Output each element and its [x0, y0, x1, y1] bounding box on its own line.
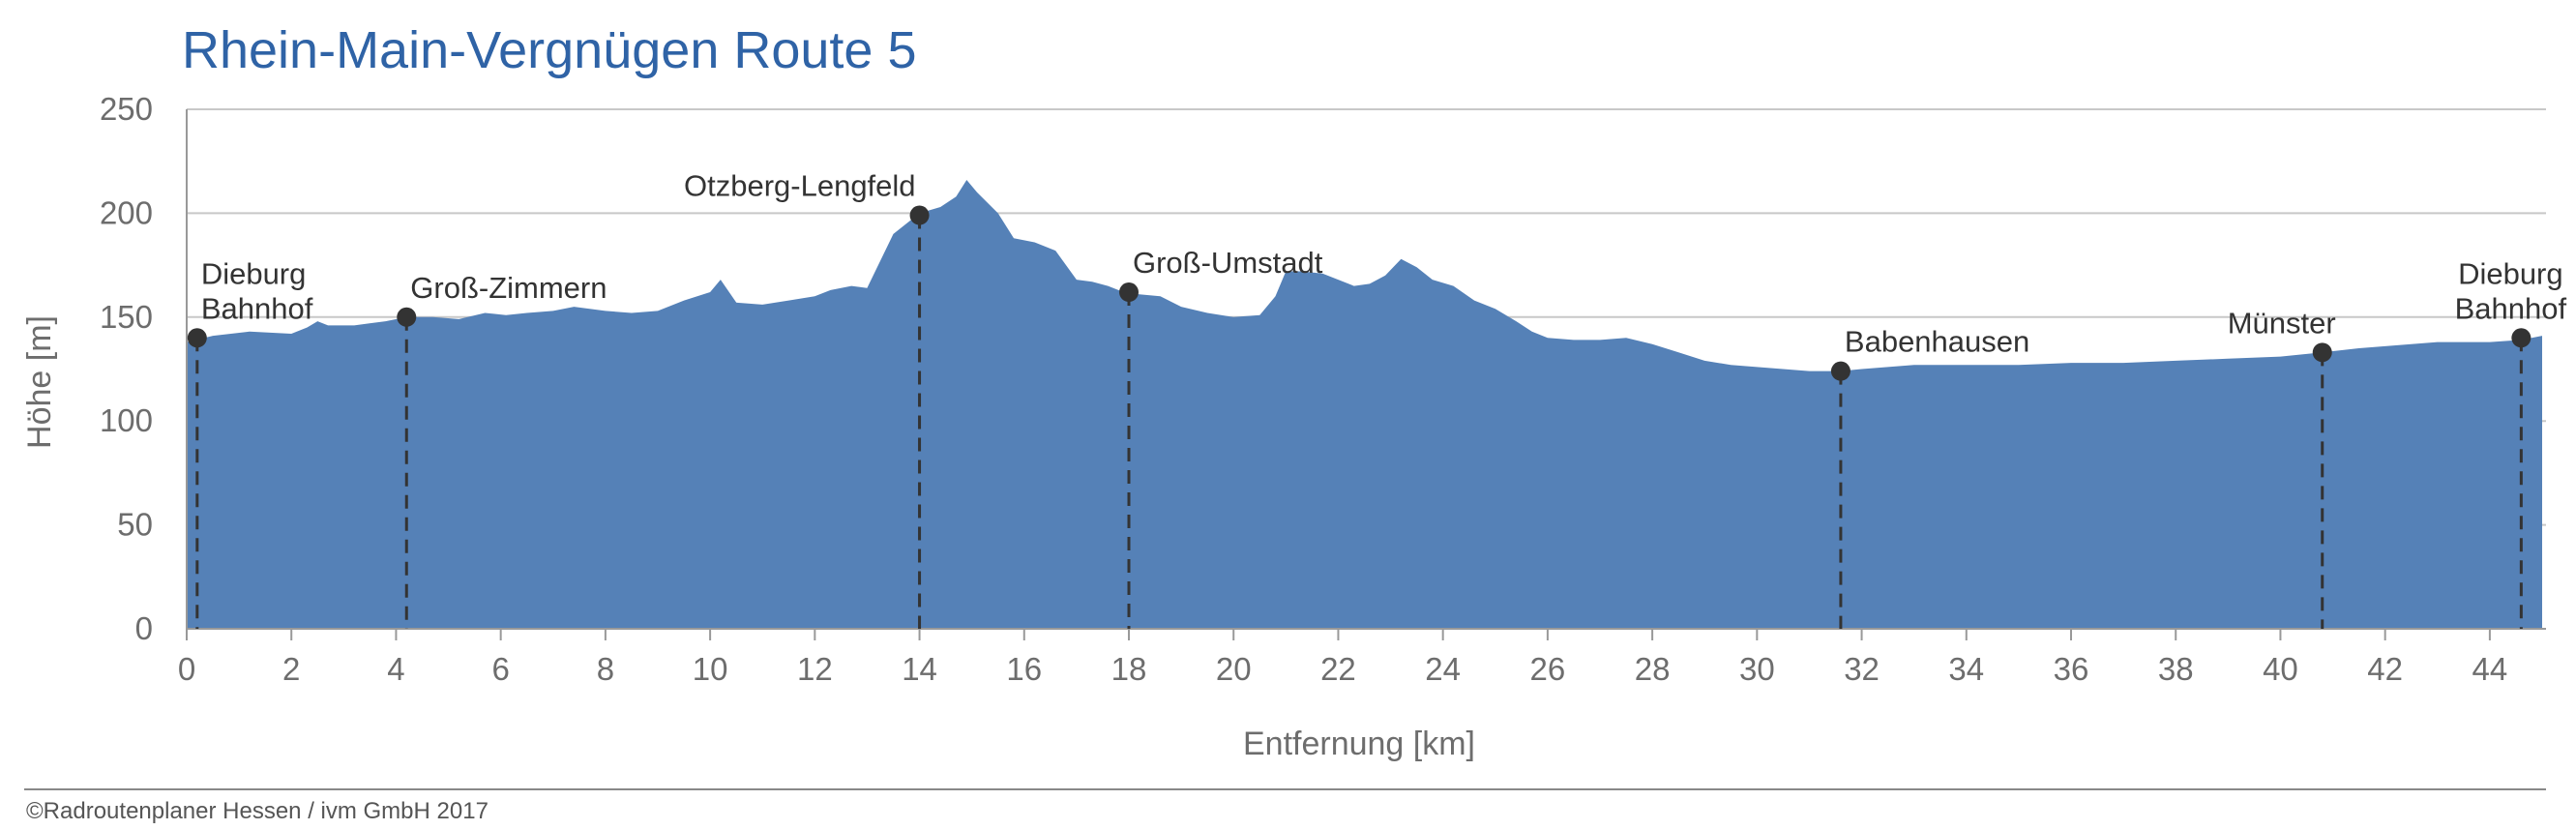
x-tick-label: 42: [2367, 651, 2403, 687]
x-tick-label: 30: [1739, 651, 1775, 687]
y-axis-label: Höhe [m]: [21, 315, 58, 449]
x-tick-label: 40: [2263, 651, 2298, 687]
x-tick-label: 12: [797, 651, 833, 687]
elevation-area-path: [187, 180, 2542, 629]
waypoint-label: Bahnhof: [201, 291, 313, 325]
x-tick-label: 28: [1635, 651, 1671, 687]
waypoint-marker: [909, 205, 930, 225]
x-tick-label: 10: [693, 651, 728, 687]
copyright-footer: ©Radroutenplaner Hessen / ivm GmbH 2017: [26, 798, 489, 824]
x-tick-label: 6: [491, 651, 509, 687]
chart-title: Rhein-Main-Vergnügen Route 5: [182, 21, 916, 79]
x-tick-label: 18: [1111, 651, 1147, 687]
y-tick-label: 0: [135, 610, 153, 646]
x-tick-label: 22: [1320, 651, 1356, 687]
waypoint-marker: [1119, 282, 1139, 303]
waypoint-label: Dieburg: [201, 256, 307, 290]
waypoint-marker: [1830, 361, 1851, 381]
waypoint-label: Otzberg-Lengfeld: [684, 169, 916, 203]
waypoint-marker: [2312, 342, 2332, 363]
waypoint-label: Babenhausen: [1845, 325, 2029, 359]
x-tick-label: 24: [1425, 651, 1461, 687]
x-tick-label: 44: [2472, 651, 2508, 687]
waypoint-marker: [187, 328, 207, 348]
x-axis-label: Entfernung [km]: [1243, 726, 1475, 762]
waypoint-label: Bahnhof: [2455, 291, 2567, 325]
y-tick-label: 250: [100, 91, 153, 127]
waypoint-label: Groß-Umstadt: [1133, 246, 1323, 280]
x-tick-label: 2: [282, 651, 300, 687]
y-tick-label: 200: [100, 194, 153, 230]
elevation-area: [187, 180, 2542, 629]
y-tick-label: 50: [117, 507, 153, 543]
y-tick-label: 150: [100, 299, 153, 335]
x-tick-label: 8: [597, 651, 614, 687]
x-tick-label: 34: [1948, 651, 1984, 687]
x-tick-label: 38: [2158, 651, 2194, 687]
x-tick-label: 16: [1006, 651, 1042, 687]
x-tick-label: 32: [1844, 651, 1880, 687]
waypoint-marker: [2511, 328, 2532, 348]
waypoint-label: Groß-Zimmern: [410, 271, 607, 305]
y-tick-label: 100: [100, 402, 153, 438]
x-tick-label: 14: [902, 651, 937, 687]
waypoint-label: Dieburg: [2458, 256, 2563, 290]
x-tick-label: 26: [1530, 651, 1566, 687]
x-tick-label: 4: [387, 651, 404, 687]
waypoints: DieburgBahnhofGroß-ZimmernOtzberg-Lengfe…: [187, 169, 2567, 629]
x-tick-label: 36: [2054, 651, 2089, 687]
waypoint-marker: [397, 307, 417, 327]
x-tick-label: 20: [1216, 651, 1252, 687]
waypoint-label: Münster: [2228, 306, 2336, 340]
x-tick-label: 0: [178, 651, 195, 687]
